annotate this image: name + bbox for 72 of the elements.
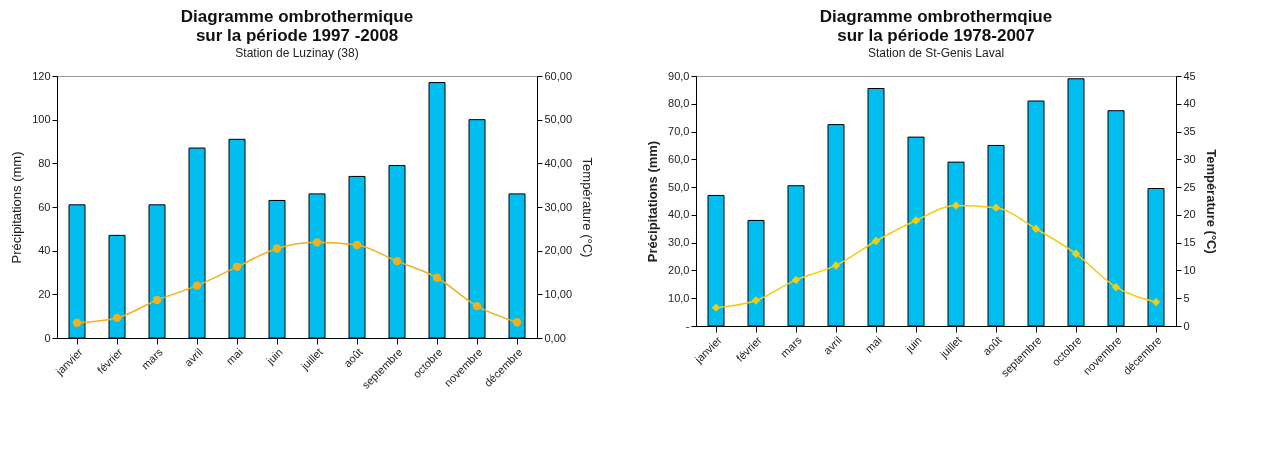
- y-tick-label: 60: [38, 200, 51, 213]
- y-tick-label: 60,0: [668, 152, 690, 165]
- y2-tick-label: 10: [1183, 263, 1196, 276]
- y2-tick-label: 20,00: [544, 244, 573, 257]
- y-axis-title: Précipitations (mm): [645, 140, 661, 263]
- point: [232, 262, 242, 271]
- y-tick-label: 30,0: [668, 236, 690, 249]
- x-tick-label: août: [341, 345, 365, 370]
- y-tick-label: 120: [32, 69, 51, 82]
- y2-tick-label: 0: [1183, 319, 1190, 332]
- y2-tick-label: 10,00: [544, 287, 573, 300]
- y-tick-label: 100: [32, 113, 51, 126]
- y2-tick-label: 20: [1183, 208, 1196, 221]
- y2-tick-label: 35: [1183, 125, 1196, 138]
- point: [432, 273, 442, 282]
- y-tick-label: 20,0: [668, 263, 690, 276]
- chart-title: Diagramme ombrothermique sur la période 1997 -2008: [180, 7, 414, 45]
- y2-tick-label: 15: [1183, 236, 1196, 249]
- y-tick-label: 50,0: [668, 180, 690, 193]
- y2-axis-title: Température (°C): [580, 157, 596, 258]
- point: [871, 236, 881, 246]
- y2-tick-label: 40: [1183, 97, 1196, 110]
- point: [951, 201, 961, 210]
- x-tick-label: août: [980, 333, 1004, 358]
- point: [1071, 249, 1081, 258]
- y-tick-label: 40,0: [668, 208, 690, 221]
- y-tick-label: 0: [44, 331, 51, 344]
- y-tick-label: 90,0: [668, 69, 690, 82]
- point: [472, 301, 482, 311]
- y2-tick-label: 30: [1183, 152, 1196, 165]
- y2-tick-label: 5: [1183, 291, 1190, 304]
- y2-tick-label: 40,00: [544, 156, 573, 169]
- point: [1111, 282, 1121, 292]
- y-tick-label: 40: [38, 244, 51, 257]
- x-tick-label: mai: [862, 333, 884, 355]
- x-tick-label: juin: [263, 345, 285, 368]
- y2-tick-label: 45: [1183, 69, 1196, 82]
- point: [72, 318, 82, 327]
- point: [272, 244, 282, 253]
- y-tick-label: 70,0: [668, 125, 690, 138]
- point: [911, 216, 921, 225]
- chart-subtitle: Station de St-Genis Laval: [867, 46, 1005, 60]
- y2-tick-label: 50,00: [544, 113, 573, 126]
- y-tick-label: 80: [38, 156, 51, 169]
- chart-subtitle: Station de Luzinay (38): [235, 46, 359, 60]
- y-tick-label: -: [685, 319, 690, 332]
- x-tick-label: juin: [902, 333, 924, 356]
- y-axis-title: Précipitations (mm): [9, 151, 25, 264]
- x-tick-label: mai: [223, 345, 245, 367]
- point: [512, 318, 522, 327]
- y2-tick-label: 25: [1183, 180, 1196, 193]
- y2-tick-label: 0,00: [544, 331, 566, 344]
- y2-tick-label: 30,00: [544, 200, 573, 213]
- point: [152, 295, 162, 305]
- point: [192, 281, 202, 290]
- point: [112, 313, 122, 323]
- point: [711, 303, 721, 312]
- y-tick-label: 10,0: [668, 291, 690, 304]
- y2-tick-label: 60,00: [544, 69, 573, 82]
- chart-title: Diagramme ombrothermqiue sur la période 1978-2007: [819, 7, 1053, 45]
- point: [352, 240, 362, 250]
- point: [831, 261, 841, 270]
- point: [312, 238, 322, 247]
- y-tick-label: 80,0: [668, 97, 690, 110]
- point: [991, 203, 1001, 212]
- y-tick-label: 20: [38, 287, 51, 300]
- y2-axis-title: Température (°C): [1203, 149, 1219, 254]
- point: [791, 275, 801, 285]
- point: [1031, 224, 1041, 233]
- point: [751, 296, 761, 305]
- point: [1151, 297, 1161, 307]
- point: [392, 256, 402, 266]
